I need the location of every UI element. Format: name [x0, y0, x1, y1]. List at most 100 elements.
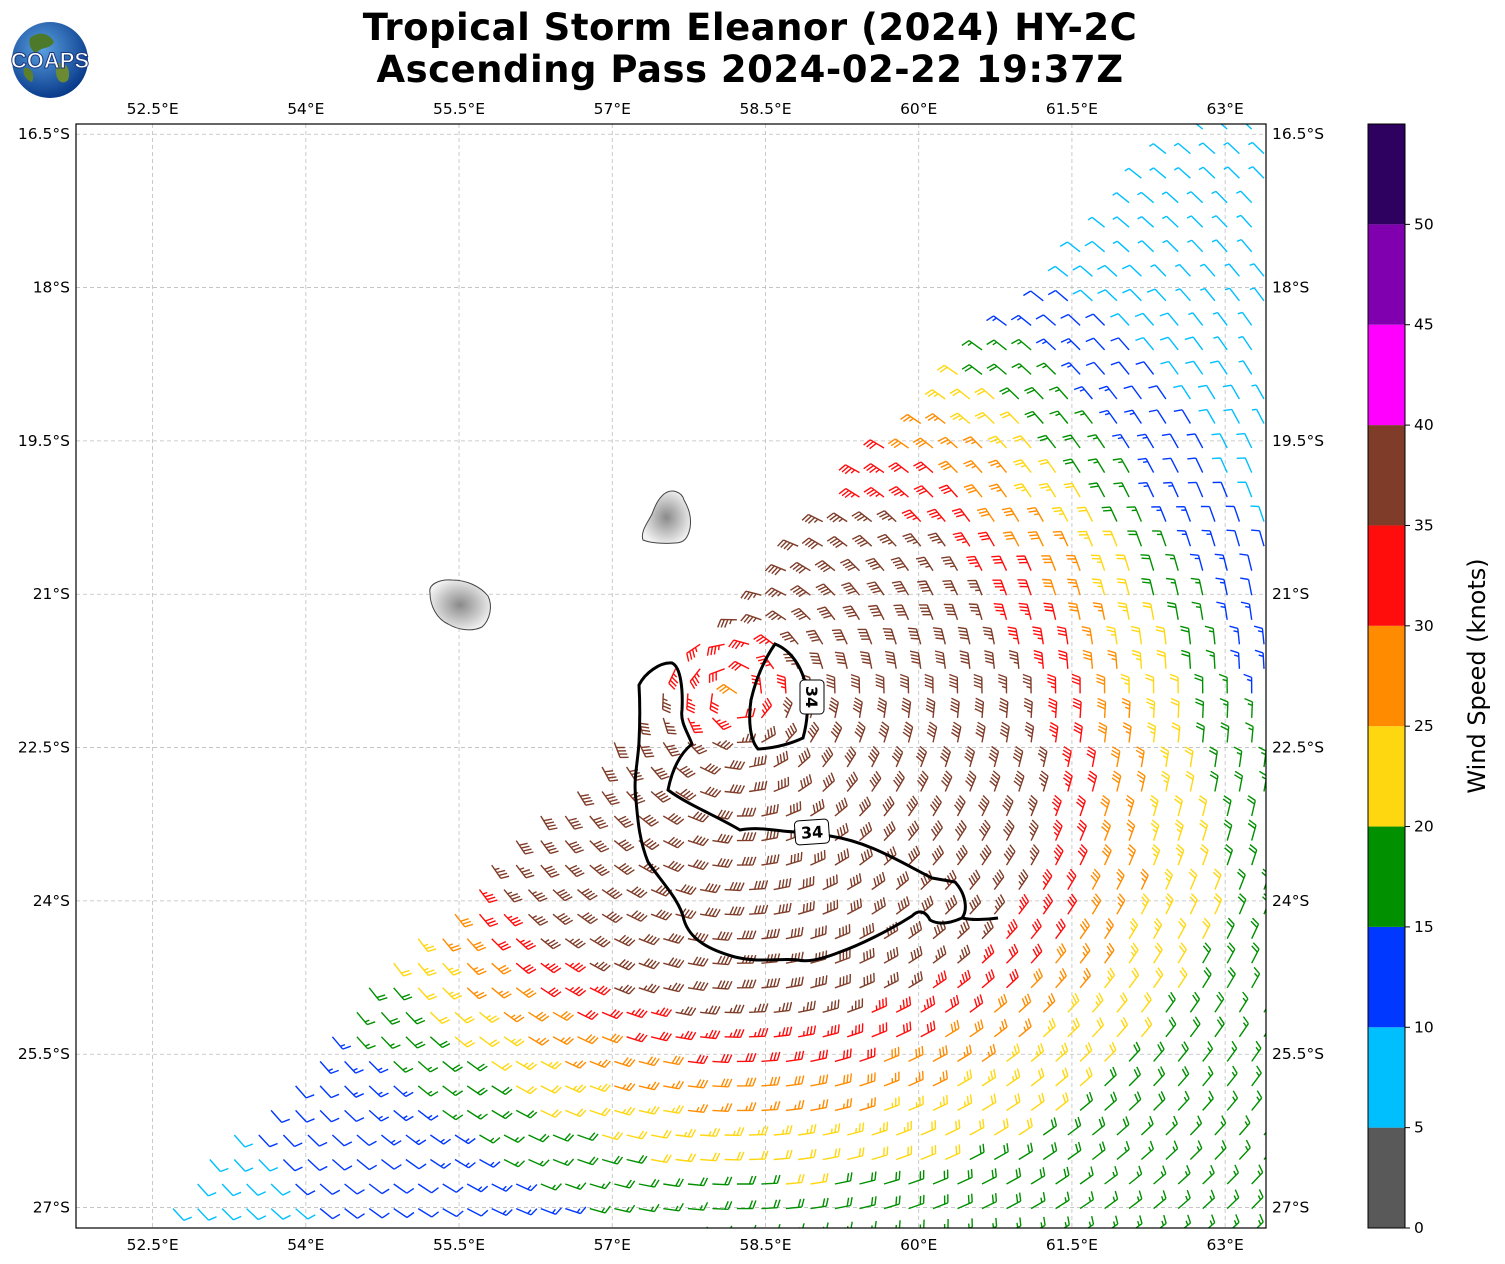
wind-barb — [1077, 530, 1094, 547]
colorbar-tick-label: 15 — [1414, 918, 1434, 936]
wind-barb — [1174, 819, 1184, 841]
wind-barb — [540, 815, 558, 831]
wind-barb — [1261, 868, 1266, 890]
wind-barb — [834, 1196, 853, 1210]
wind-barb — [917, 580, 934, 596]
wind-barb — [1087, 458, 1106, 473]
chart-subtitle: Ascending Pass 2024-02-22 19:37Z — [376, 48, 1124, 91]
wind-barb — [984, 650, 995, 669]
wind-barb — [626, 1130, 648, 1140]
wind-barb — [871, 1022, 888, 1038]
wind-barb — [1165, 553, 1179, 571]
island-mauritius — [641, 490, 691, 544]
wind-barb — [247, 1233, 266, 1244]
wind-barb — [1248, 166, 1265, 179]
wind-barb — [1164, 868, 1174, 890]
wind-barb — [1013, 483, 1032, 498]
wind-barb — [826, 512, 848, 523]
wind-barb — [712, 955, 733, 966]
wind-barb — [987, 435, 1008, 449]
wind-barb — [1110, 361, 1130, 375]
wind-barbs-layer — [172, 124, 1266, 1244]
wind-barb — [981, 919, 994, 940]
wind-barb — [785, 926, 804, 940]
wind-barb — [1199, 819, 1209, 841]
wind-barb — [417, 962, 437, 977]
wind-barb — [1067, 1017, 1080, 1038]
wind-barb — [1171, 722, 1181, 743]
wind-barb — [1049, 410, 1069, 424]
wind-barb — [1055, 918, 1066, 940]
wind-barb — [712, 1078, 733, 1088]
wind-barb — [964, 745, 976, 768]
wind-barb — [1177, 942, 1188, 964]
wind-barb — [344, 1183, 365, 1195]
wind-barb — [988, 459, 1008, 474]
wind-barb — [949, 388, 971, 400]
coaps-logo: COAPS — [10, 22, 90, 98]
wind-barb — [221, 1208, 242, 1221]
wind-barb — [552, 1133, 575, 1142]
wind-barb — [1233, 746, 1243, 768]
wind-barb — [1006, 1068, 1021, 1087]
wind-barb — [1138, 482, 1155, 498]
wind-barb — [1222, 795, 1232, 817]
wind-barb — [1006, 943, 1019, 964]
wind-barb — [869, 770, 882, 792]
wind-barb — [1226, 1164, 1240, 1185]
wind-barb — [663, 1080, 685, 1090]
wind-barb — [1226, 529, 1241, 547]
lat-tick-label-left: 27°S — [33, 1199, 70, 1217]
wind-barb — [749, 880, 769, 891]
wind-barb — [613, 934, 636, 947]
wind-barb — [884, 650, 897, 669]
wind-barb — [1131, 649, 1143, 669]
wind-barb — [1058, 649, 1069, 669]
wind-barb — [233, 1134, 254, 1148]
wind-barb — [1205, 649, 1216, 669]
wind-barb — [1030, 1042, 1045, 1062]
wind-barb — [1153, 1165, 1167, 1185]
wind-barb — [785, 801, 802, 817]
wind-barb — [466, 1085, 488, 1096]
wind-barb — [944, 869, 957, 891]
wind-barb — [1149, 795, 1159, 817]
wind-barb — [393, 1208, 415, 1219]
wind-barb — [356, 1134, 377, 1147]
wind-barb — [1023, 697, 1033, 718]
wind-barb — [1067, 893, 1078, 915]
wind-barb — [1059, 241, 1081, 253]
wind-barb — [1238, 1115, 1251, 1136]
wind-barb — [951, 508, 971, 523]
wind-barb — [368, 987, 388, 1001]
wind-barb — [1189, 991, 1201, 1013]
wind-barb — [830, 721, 843, 743]
wind-barb — [974, 411, 995, 425]
wind-barb — [1121, 264, 1142, 277]
wind-barb — [1026, 507, 1044, 522]
wind-barb — [973, 673, 983, 694]
wind-barb — [1091, 992, 1104, 1013]
wind-barb — [700, 1152, 721, 1162]
wind-barb — [650, 1007, 673, 1018]
wind-barb — [986, 363, 1007, 375]
wind-barb — [368, 1060, 389, 1074]
wind-barb — [540, 1109, 562, 1118]
wind-barb — [1212, 311, 1228, 326]
wind-barb — [626, 910, 648, 922]
wind-barb — [1189, 1016, 1201, 1038]
wind-barb — [589, 1107, 611, 1117]
wind-barb — [1202, 917, 1211, 940]
wind-barb — [1211, 215, 1228, 228]
colorbar-segment — [1368, 224, 1405, 325]
wind-barb — [1237, 481, 1253, 498]
wind-barb — [977, 795, 990, 817]
wind-barb — [1079, 942, 1091, 964]
wind-barb — [728, 639, 750, 650]
wind-barb — [1104, 1091, 1118, 1111]
wind-barb — [875, 673, 885, 694]
wind-barb — [613, 839, 635, 852]
wind-barb — [991, 555, 1008, 571]
lat-tick-label-left: 21°S — [33, 585, 70, 603]
wind-barb — [908, 946, 923, 964]
